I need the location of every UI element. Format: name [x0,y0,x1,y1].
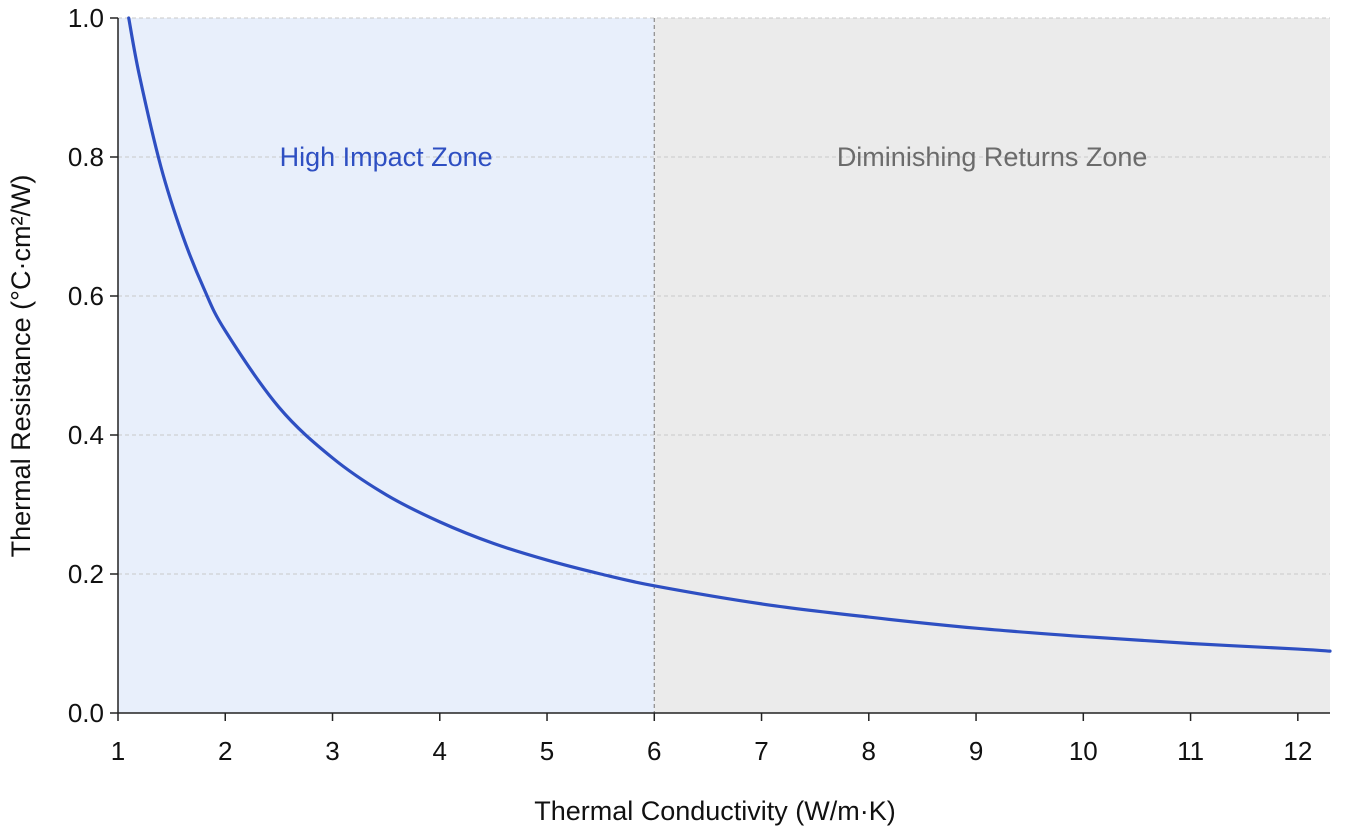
x-tick-label-10: 11 [1177,736,1204,766]
x-tick-label-1: 2 [218,736,232,766]
y-tick-label-3: 0.6 [68,281,104,311]
y-tick-label-2: 0.4 [68,420,104,450]
x-tick-label-8: 9 [969,736,983,766]
zone-label-1: High Impact Zone [280,142,493,172]
x-tick-label-0: 1 [111,736,125,766]
zone-label-2: Diminishing Returns Zone [837,142,1148,172]
zone-band-1 [118,18,655,713]
x-tick-label-9: 10 [1069,736,1098,766]
zones [118,18,1330,713]
x-tick-label-6: 7 [754,736,768,766]
x-tick-label-2: 3 [325,736,339,766]
x-tick-label-3: 4 [433,736,447,766]
y-tick-label-1: 0.2 [68,559,104,589]
x-tick-label-5: 6 [647,736,661,766]
y-tick-label-5: 1.0 [68,3,104,33]
x-axis-title: Thermal Conductivity (W/m·K) [534,796,896,826]
x-tick-label-11: 12 [1283,736,1312,766]
zone-band-2 [654,18,1330,713]
y-axis-title: Thermal Resistance (°C·cm²/W) [6,175,36,558]
zone-labels: High Impact Zone Diminishing Returns Zone [280,142,1148,172]
x-tick-label-4: 5 [540,736,554,766]
y-tick-label-0: 0.0 [68,698,104,728]
x-tick-label-7: 8 [862,736,876,766]
series [127,16,1332,653]
y-tick-label-4: 0.8 [68,142,104,172]
axes: 1 2 3 4 5 6 7 8 9 10 11 120.00.20.40.60.81.0 [68,3,1330,766]
series-line-1 [127,16,1332,653]
grid [118,17,1330,575]
